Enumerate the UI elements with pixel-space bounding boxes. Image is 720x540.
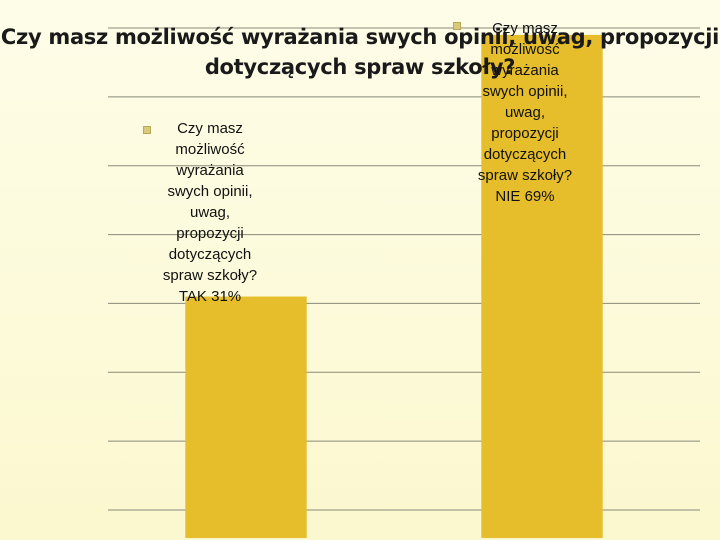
data-label-line: swych opinii, [167, 183, 253, 200]
data-label-line: TAK 31% [178, 288, 242, 305]
data-label-line: NIE 69% [495, 188, 555, 205]
bullet-icon [453, 22, 461, 30]
data-label-line: propozycji [176, 225, 244, 242]
data-label-line: wyrażania [176, 162, 244, 179]
data-label-line: propozycji [491, 125, 559, 142]
bar-tak [185, 296, 307, 538]
data-label-line: swych opinii, [482, 83, 568, 100]
data-label-line: spraw szkoły? [477, 167, 573, 184]
data-label-line: Czy masz [177, 120, 243, 137]
data-label-nie: Czy masz możliwość wyrażania swych opinii, u… [445, 18, 605, 207]
data-label-line: dotyczących [483, 146, 567, 163]
bar-nie [481, 34, 603, 539]
data-label-line: uwag, [504, 104, 546, 121]
data-label-line: możliwość [175, 141, 245, 158]
data-label-line: uwag, [189, 204, 231, 221]
data-label-line: spraw szkoły? [162, 267, 258, 284]
data-label-line: możliwość [490, 41, 560, 58]
data-label-line: Czy masz [492, 20, 558, 37]
data-label-line: dotyczących [168, 246, 252, 263]
data-label-line: wyrażania [491, 62, 559, 79]
chart-title: Czy masz możliwość wyrażania swych opini… [0, 25, 720, 79]
bullet-icon [143, 126, 151, 134]
data-label-tak: Czy masz możliwość wyrażania swych opinii, u… [130, 118, 290, 307]
